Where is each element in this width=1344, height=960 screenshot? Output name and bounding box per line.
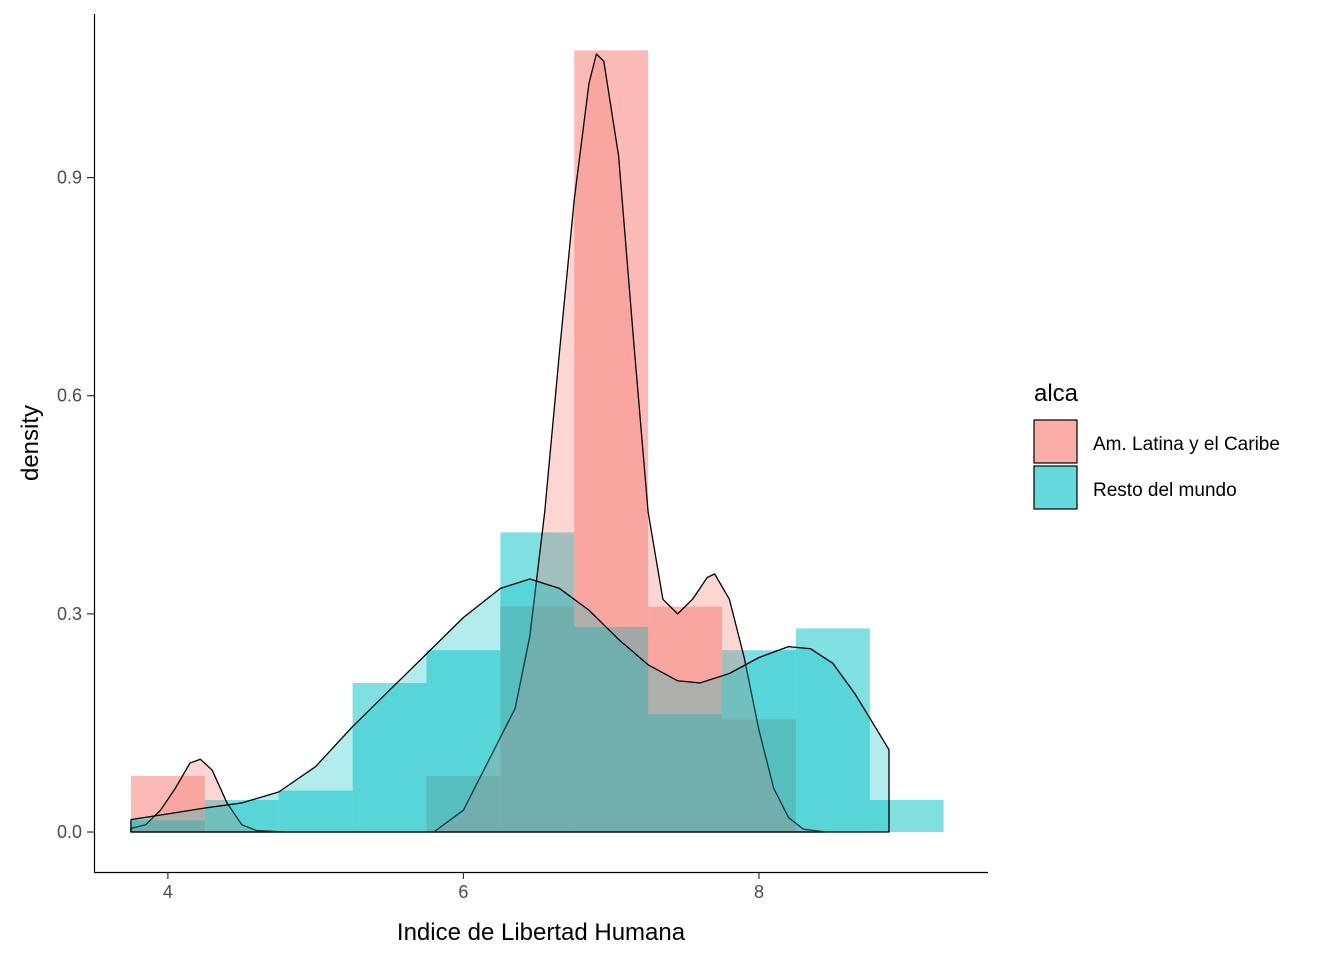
y-tick-label: 0.6 [57, 386, 82, 406]
hist-bar-resto-0 [130, 820, 205, 833]
axes [93, 14, 988, 874]
hist-bar-resto-7 [648, 714, 723, 833]
hist-bar-resto-6 [574, 626, 649, 833]
legend-key-resto [1033, 465, 1078, 510]
histogram-layer [130, 50, 944, 833]
hist-bar-resto-2 [278, 790, 353, 833]
x-tick-label: 8 [754, 882, 764, 902]
hist-bar-resto-8 [722, 650, 796, 833]
x-tick-label: 6 [458, 882, 468, 902]
density-area-resto [130, 578, 890, 833]
hist-bar-resto-4 [426, 650, 501, 833]
legend-label-resto: Resto del mundo [1093, 480, 1237, 501]
hist-bar-resto-10 [869, 800, 944, 833]
y-axis-title: density [17, 405, 44, 481]
legend-label-latam: Am. Latina y el Caribe [1093, 434, 1280, 455]
density-area-latam [130, 53, 827, 833]
legend-title: alca [1034, 380, 1079, 407]
hist-bar-resto-9 [795, 628, 870, 833]
x-tick-label: 4 [163, 882, 173, 902]
legend-key-latam [1033, 419, 1078, 464]
ticks: 4 6 8 0.0 0.3 0.6 0.9 [57, 168, 764, 902]
y-tick-label: 0.0 [57, 822, 82, 842]
x-axis-title: Indice de Libertad Humana [397, 919, 686, 946]
legend: alca Am. Latina y el Caribe Resto del mu… [1033, 380, 1280, 510]
y-tick-label: 0.3 [57, 604, 82, 624]
density-layer [130, 53, 890, 833]
hist-bar-resto-3 [352, 682, 427, 833]
y-tick-label: 0.9 [57, 168, 82, 188]
hist-bar-resto-5 [500, 532, 575, 833]
hist-bar-resto-1 [204, 800, 279, 833]
